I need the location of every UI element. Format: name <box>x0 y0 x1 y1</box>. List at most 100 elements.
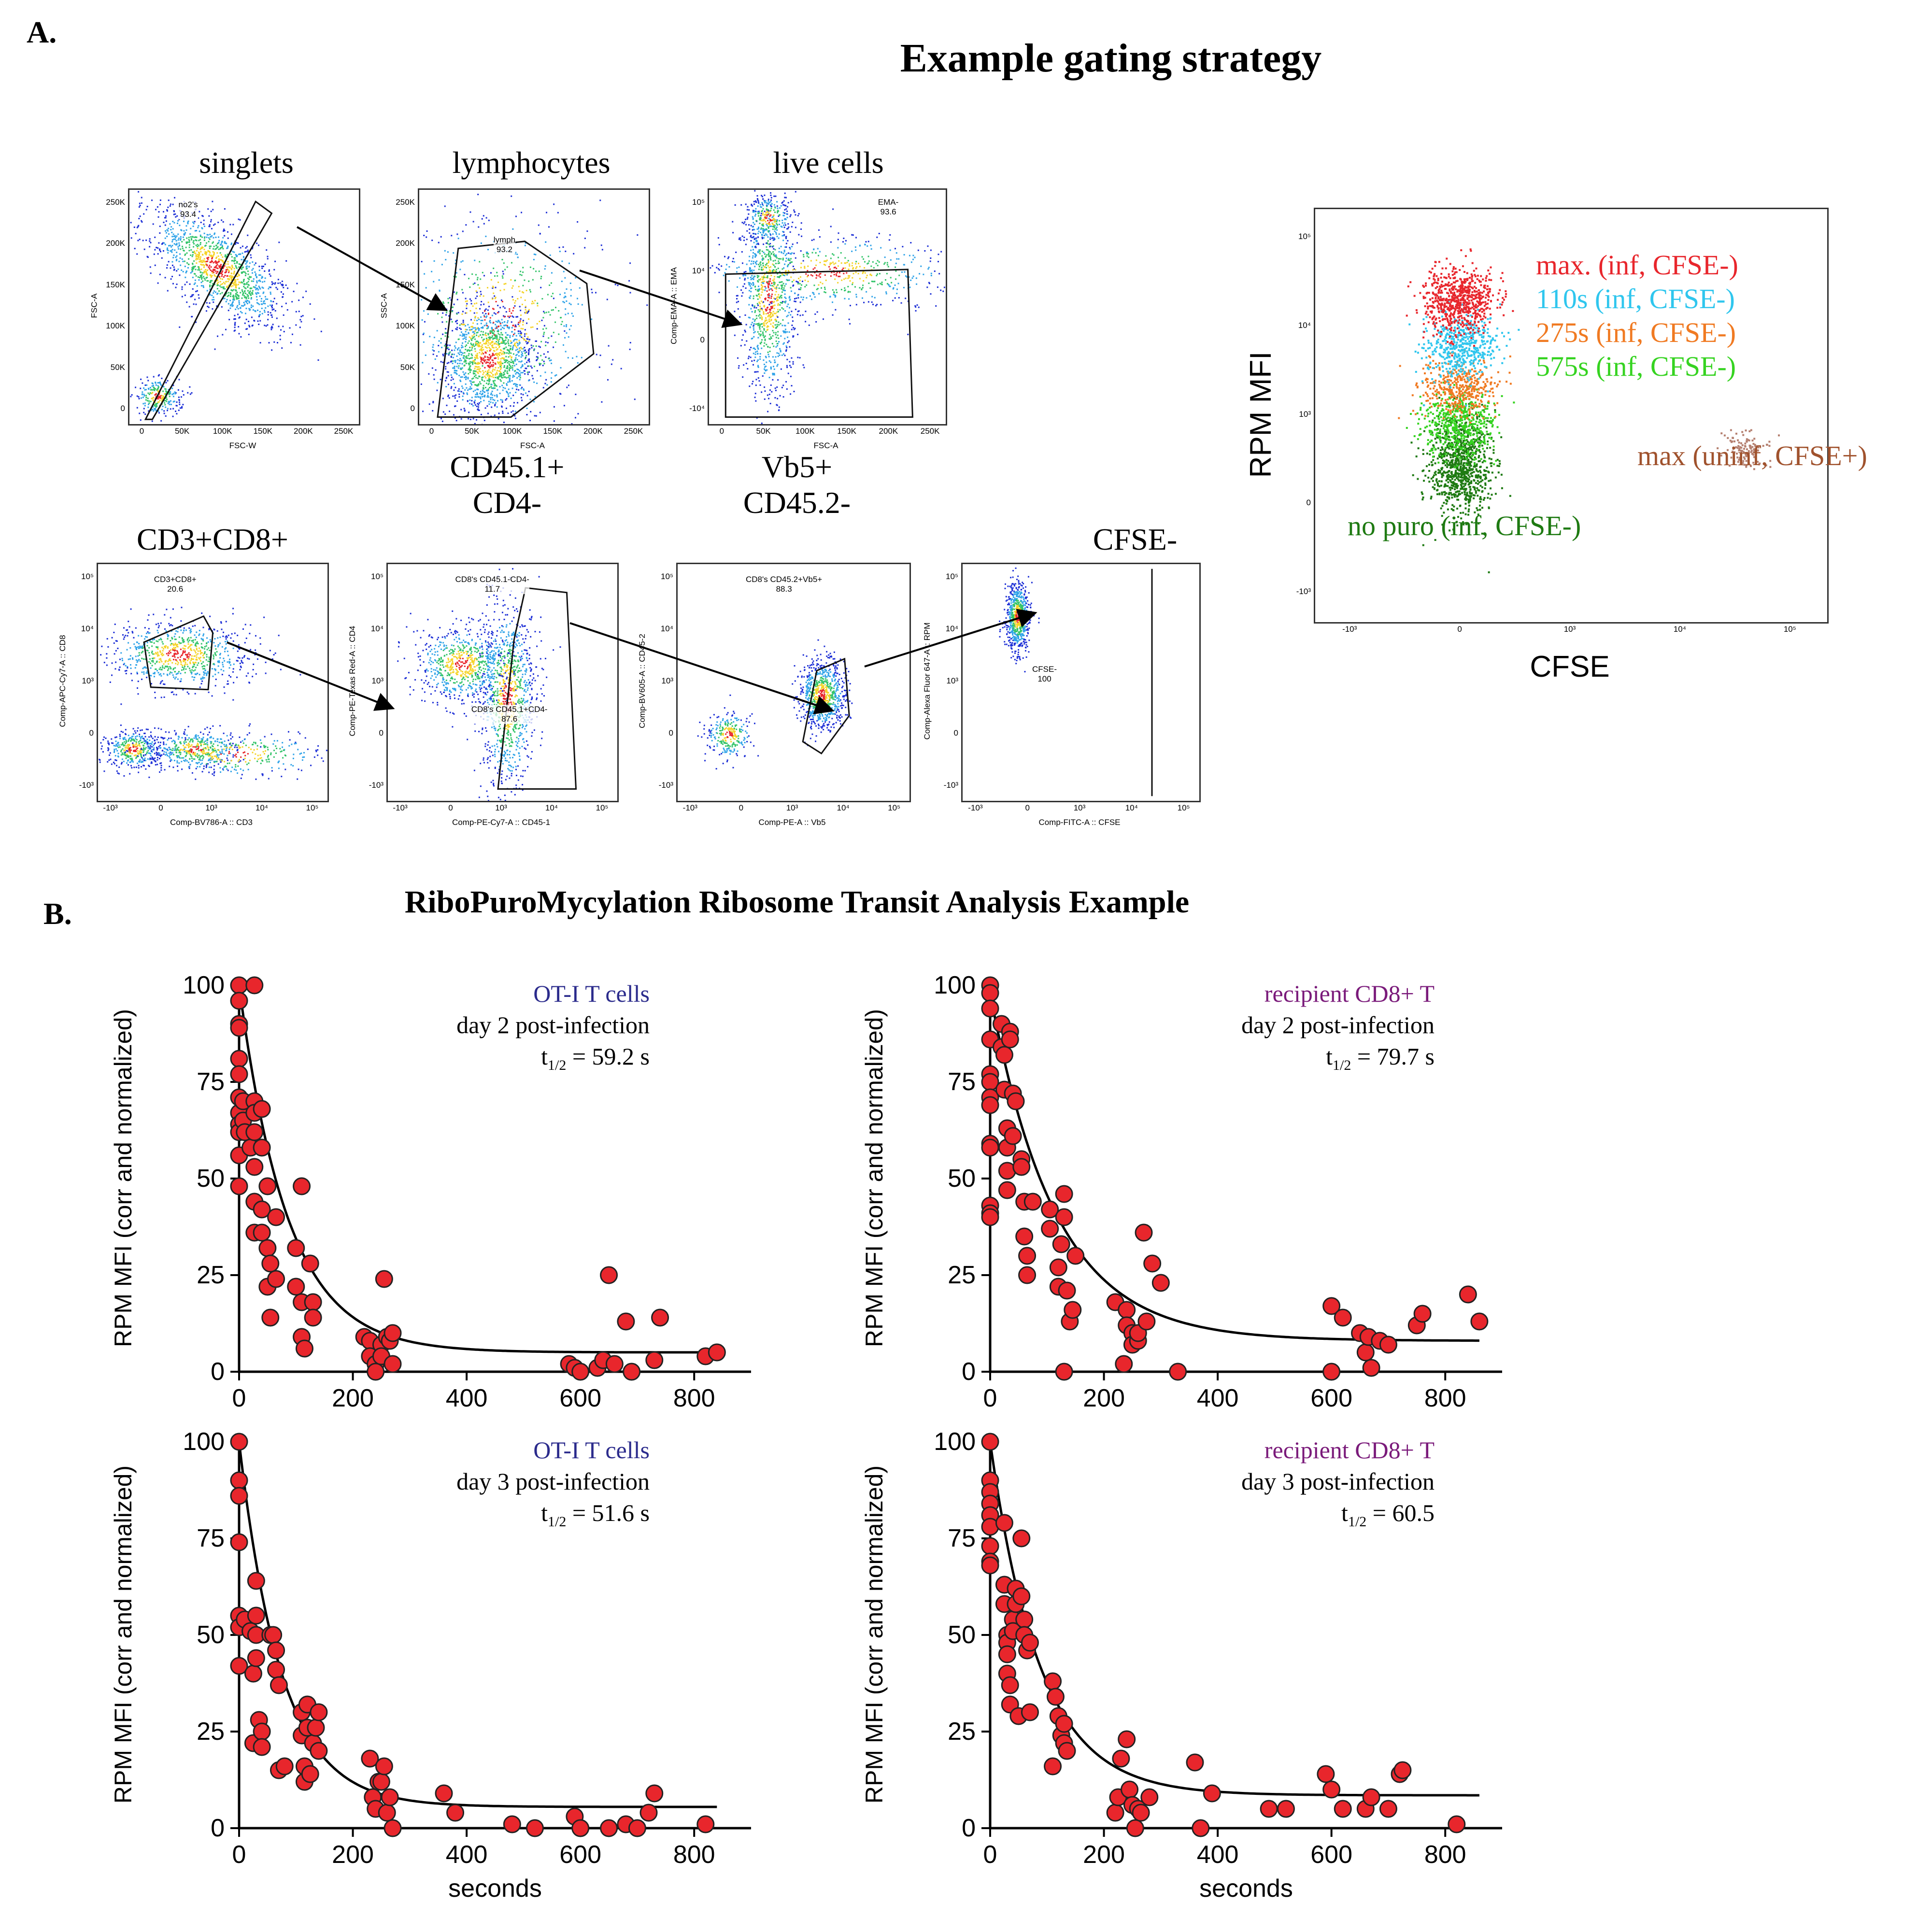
cell-event <box>783 287 785 289</box>
cell-event <box>465 376 467 378</box>
x-tick-label: 0 <box>429 426 434 436</box>
cell-event <box>774 270 776 272</box>
cell-event <box>756 275 758 277</box>
cell-event <box>753 305 755 307</box>
cell-event <box>784 263 786 265</box>
cell-event <box>852 268 854 270</box>
cell-event <box>483 388 484 390</box>
cell-event <box>599 355 601 356</box>
cell-event <box>778 215 780 217</box>
cell-event <box>196 290 198 292</box>
cell-event <box>213 284 215 285</box>
cell-event <box>767 227 769 229</box>
cell-event <box>438 351 440 353</box>
cell-event <box>479 345 481 347</box>
cell-event <box>245 298 247 299</box>
cell-event <box>221 244 223 246</box>
cell-event <box>447 347 449 349</box>
cell-event <box>536 328 538 330</box>
cell-event <box>188 258 190 260</box>
cell-event <box>495 327 497 329</box>
cell-event <box>473 336 475 338</box>
cell-event <box>228 292 230 294</box>
cell-event <box>824 274 826 276</box>
cell-event <box>526 312 528 314</box>
cell-event <box>236 306 238 308</box>
cell-event <box>759 384 761 386</box>
cell-event <box>512 410 514 412</box>
cell-event <box>494 414 496 416</box>
cell-event <box>761 234 763 236</box>
cell-event <box>792 363 794 365</box>
cell-event <box>790 314 792 316</box>
cell-event <box>221 272 223 274</box>
cell-event <box>496 271 498 273</box>
cell-event <box>256 296 257 298</box>
cell-event <box>893 287 895 289</box>
cell-event <box>431 240 433 242</box>
cell-event <box>227 237 229 239</box>
cell-event <box>748 213 750 215</box>
cell-event <box>761 339 763 341</box>
cell-event <box>514 359 516 361</box>
cell-event <box>215 270 217 272</box>
cell-event <box>472 344 474 346</box>
cell-event <box>888 239 890 241</box>
cell-event <box>752 284 754 286</box>
cell-event <box>564 337 566 339</box>
cell-event <box>492 370 494 372</box>
cell-event <box>741 222 743 224</box>
cell-event <box>496 335 498 337</box>
cell-event <box>422 333 424 335</box>
cell-event <box>497 389 498 391</box>
cell-event <box>844 243 846 245</box>
cell-event <box>235 254 237 256</box>
cell-event <box>490 392 492 394</box>
cell-event <box>784 355 786 356</box>
cell-event <box>203 278 205 280</box>
cell-event <box>755 201 757 203</box>
cell-event <box>480 278 482 280</box>
cell-event <box>760 308 762 310</box>
cell-event <box>773 282 775 284</box>
cell-event <box>760 228 762 230</box>
cell-event <box>271 284 273 285</box>
cell-event <box>782 259 784 261</box>
cell-event <box>427 313 429 315</box>
cell-event <box>777 364 779 366</box>
cell-event <box>487 412 489 414</box>
cell-event <box>242 266 244 268</box>
cell-event <box>786 315 788 317</box>
cell-event <box>200 271 202 273</box>
cell-event <box>454 366 455 368</box>
cell-event <box>780 251 782 253</box>
cell-event <box>462 346 464 348</box>
cell-event <box>188 242 190 243</box>
cell-event <box>440 379 441 381</box>
cell-event <box>244 260 246 262</box>
cell-event <box>776 287 778 289</box>
cell-event <box>448 397 450 399</box>
cell-event <box>233 289 235 291</box>
cell-event <box>872 303 874 305</box>
cell-event <box>889 285 891 287</box>
cell-event <box>291 333 293 335</box>
cell-event <box>783 200 785 202</box>
cell-event <box>760 206 762 208</box>
cell-event <box>235 285 237 287</box>
cell-event <box>249 309 251 311</box>
cell-event <box>242 281 244 283</box>
cell-event <box>758 380 760 382</box>
cell-event <box>818 284 820 286</box>
cell-event <box>565 296 567 298</box>
cell-event <box>176 215 178 217</box>
cell-event <box>749 232 751 234</box>
cell-event <box>864 244 866 246</box>
cell-event <box>230 279 232 281</box>
cell-event <box>241 282 243 284</box>
cell-event <box>147 380 149 382</box>
cell-event <box>249 287 251 289</box>
cell-event <box>461 367 463 369</box>
cell-event <box>493 330 495 332</box>
cell-event <box>483 303 485 305</box>
